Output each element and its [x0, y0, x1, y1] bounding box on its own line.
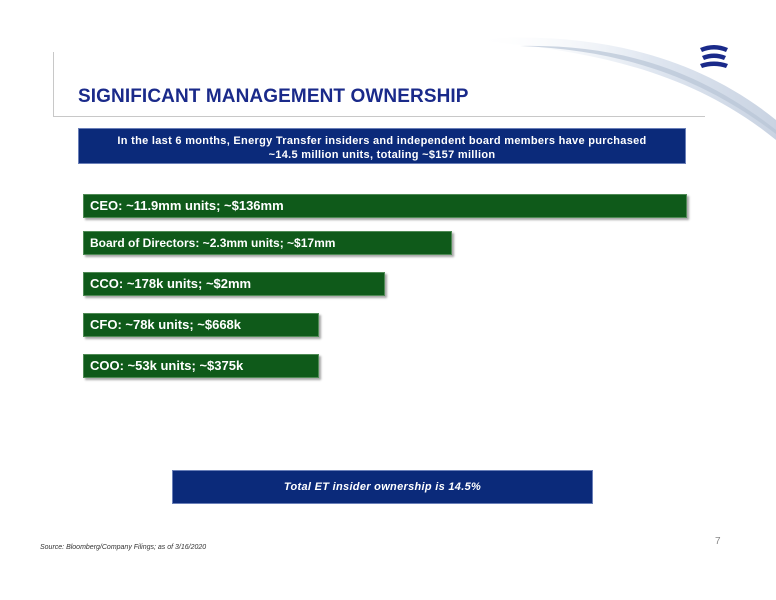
page-number: 7 — [715, 536, 721, 547]
bar-ceo: CEO: ~11.9mm units; ~$136mm — [83, 194, 687, 218]
bar-coo: COO: ~53k units; ~$375k — [83, 354, 319, 378]
summary-banner: In the last 6 months, Energy Transfer in… — [78, 128, 686, 164]
total-ownership-banner: Total ET insider ownership is 14.5% — [172, 470, 593, 504]
bar-cco: CCO: ~178k units; ~$2mm — [83, 272, 385, 296]
source-note: Source: Bloomberg/Company Filings; as of… — [40, 544, 207, 551]
energy-transfer-logo-icon — [700, 45, 728, 68]
bar-board-of-directors: Board of Directors: ~2.3mm units; ~$17mm — [83, 231, 452, 255]
slide-title: SIGNIFICANT MANAGEMENT OWNERSHIP — [78, 86, 469, 107]
title-rule-vertical — [53, 52, 54, 116]
background-swoosh — [470, 37, 776, 141]
summary-banner-line2: ~14.5 million units, totaling ~$157 mill… — [268, 149, 496, 161]
title-rule-horizontal — [53, 116, 705, 117]
bar-cfo: CFO: ~78k units; ~$668k — [83, 313, 319, 337]
summary-banner-line1: In the last 6 months, Energy Transfer in… — [117, 135, 647, 147]
